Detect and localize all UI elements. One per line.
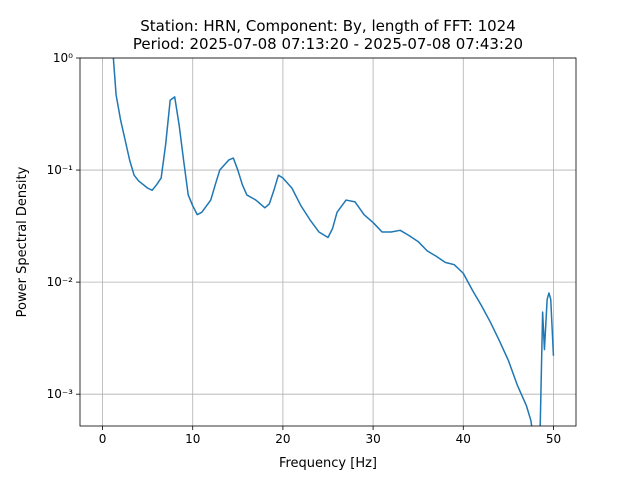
- y-tick-label: 10⁻²: [47, 275, 74, 289]
- chart-title: Station: HRN, Component: By, length of F…: [140, 17, 516, 35]
- y-tick-label: 10⁰: [53, 51, 73, 65]
- x-axis-label: Frequency [Hz]: [279, 456, 377, 471]
- axes-frame: [79, 57, 577, 427]
- y-tick-label: 10⁻³: [47, 387, 74, 401]
- x-tick-label: 20: [275, 432, 290, 446]
- x-tick-label: 50: [546, 432, 561, 446]
- spectrum-line: [112, 58, 555, 426]
- x-tick-label: 30: [365, 432, 380, 446]
- plot-area: [112, 58, 555, 426]
- chart-subtitle: Period: 2025-07-08 07:13:20 - 2025-07-08…: [133, 35, 523, 53]
- x-tick-label: 40: [456, 432, 471, 446]
- y-tick-label: 10⁻¹: [47, 163, 74, 177]
- x-tick-label: 0: [99, 432, 107, 446]
- y-axis-label: Power Spectral Density: [15, 166, 30, 317]
- x-tick-label: 10: [185, 432, 200, 446]
